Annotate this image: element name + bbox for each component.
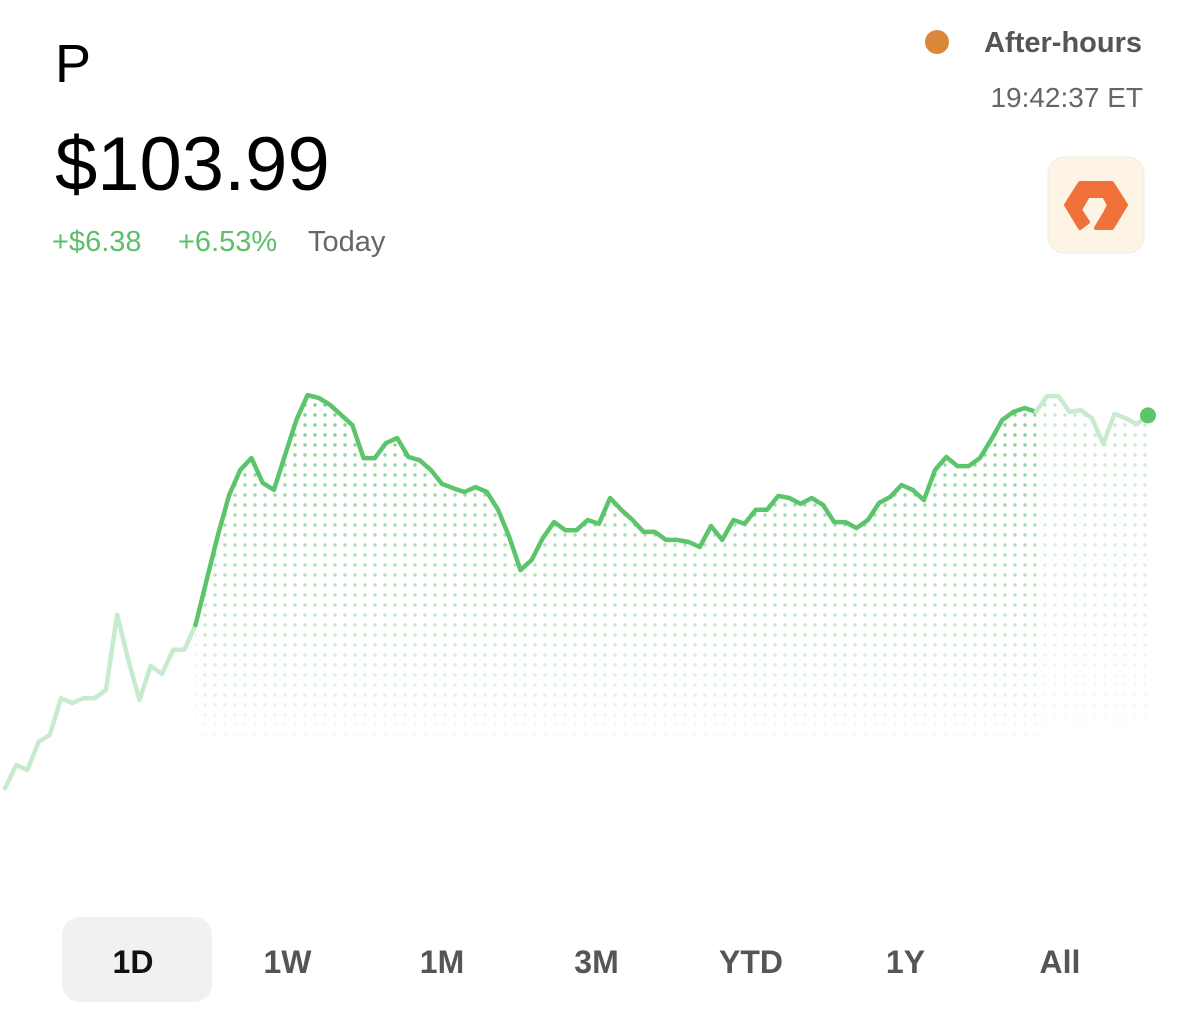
time: 19:42:37 ET	[990, 82, 1143, 113]
price-line	[2, 612, 198, 791]
logo-box	[1047, 156, 1145, 254]
price-line	[1033, 393, 1151, 447]
change-percent: +6.53%	[178, 226, 277, 258]
price-line	[193, 392, 1039, 628]
selected-range-bg	[62, 917, 212, 1002]
range-button[interactable]: 1M	[420, 944, 464, 980]
current-price-dot	[1140, 407, 1156, 424]
ticker: P	[55, 34, 91, 94]
price: $103.99	[55, 122, 330, 207]
price-chart	[2, 392, 1156, 791]
range-button[interactable]: 1Y	[886, 944, 925, 980]
range-button[interactable]: All	[1040, 944, 1081, 980]
period: Today	[308, 226, 386, 258]
range-selector: 1D 1W 1M 3M YTD 1Y All	[113, 944, 1081, 980]
change: +$6.38	[52, 226, 142, 258]
logo	[1047, 156, 1145, 254]
logo-mark	[1064, 181, 1128, 230]
price-area	[195, 395, 1036, 760]
range-button[interactable]: YTD	[719, 944, 783, 980]
range-button[interactable]: 3M	[574, 944, 618, 980]
session: After-hours	[984, 27, 1142, 59]
price-area	[1035, 396, 1148, 760]
range-button[interactable]: 1W	[264, 944, 313, 980]
range-button[interactable]: 1D	[113, 944, 154, 980]
session-dot	[925, 30, 949, 54]
